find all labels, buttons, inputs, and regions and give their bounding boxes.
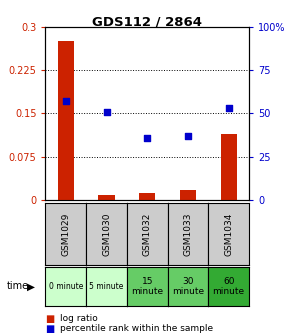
Bar bbox=[221, 134, 237, 200]
Text: percentile rank within the sample: percentile rank within the sample bbox=[60, 324, 213, 333]
Point bbox=[145, 135, 150, 140]
Point bbox=[64, 98, 68, 104]
Text: 5 minute: 5 minute bbox=[89, 282, 124, 291]
Text: 15
minute: 15 minute bbox=[131, 277, 163, 296]
Text: log ratio: log ratio bbox=[60, 314, 98, 323]
Bar bbox=[139, 193, 155, 200]
Point bbox=[226, 106, 231, 111]
Text: GSM1032: GSM1032 bbox=[143, 213, 152, 256]
Text: GSM1029: GSM1029 bbox=[61, 213, 70, 256]
Text: GSM1030: GSM1030 bbox=[102, 213, 111, 256]
Text: GDS112 / 2864: GDS112 / 2864 bbox=[91, 15, 202, 28]
Text: 30
minute: 30 minute bbox=[172, 277, 204, 296]
Text: ▶: ▶ bbox=[27, 282, 35, 291]
Point bbox=[186, 133, 190, 138]
Bar bbox=[58, 41, 74, 200]
Text: ■: ■ bbox=[45, 324, 55, 334]
Text: GSM1033: GSM1033 bbox=[183, 213, 193, 256]
Text: 0 minute: 0 minute bbox=[49, 282, 83, 291]
Text: time: time bbox=[6, 282, 29, 291]
Text: GSM1034: GSM1034 bbox=[224, 213, 233, 256]
Point bbox=[104, 109, 109, 114]
Bar bbox=[98, 195, 115, 200]
Bar bbox=[180, 190, 196, 200]
Text: ■: ■ bbox=[45, 313, 55, 324]
Text: 60
minute: 60 minute bbox=[213, 277, 245, 296]
